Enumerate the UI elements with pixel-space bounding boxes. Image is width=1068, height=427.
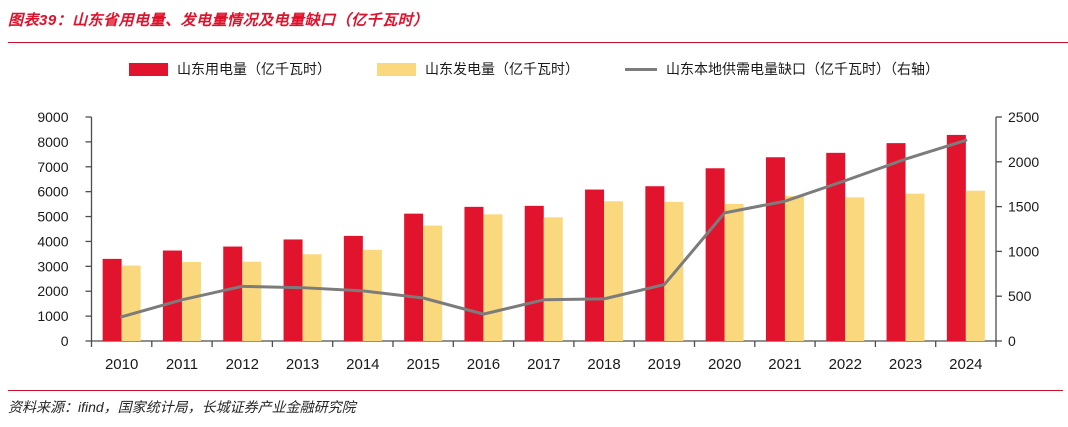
bar-consumption [585,189,605,341]
y-axis-left-label: 4000 [37,233,68,249]
bar-consumption [645,186,665,341]
bar-consumption [223,246,243,341]
bar-generation [905,193,925,341]
legend-label: 山东用电量（亿千瓦时） [177,61,331,77]
x-axis-label: 2014 [346,356,379,373]
bar-consumption [705,168,725,341]
legend-item-generation: 山东发电量（亿千瓦时） [377,59,579,79]
bar-generation [242,261,262,341]
y-axis-left-label: 3000 [37,258,68,274]
bar-consumption [283,239,303,341]
bar-generation [483,214,503,341]
x-axis-label: 2022 [829,356,862,373]
bar-consumption [524,205,544,341]
y-axis-right-label: 500 [1008,288,1032,304]
bar-generation [724,203,744,341]
y-axis-left-label: 1000 [37,308,68,324]
bar-consumption [343,235,363,341]
x-axis-label: 2016 [467,356,500,373]
bar-generation [965,190,985,341]
x-axis-label: 2021 [768,356,801,373]
bar-consumption [404,213,424,341]
title-divider [8,42,1068,43]
y-axis-left-label: 2000 [37,283,68,299]
footer-divider [8,390,1063,391]
x-axis-label: 2020 [708,356,741,373]
gap-line [120,138,968,319]
y-axis-left-label: 0 [61,333,69,349]
bar-generation [604,201,624,341]
bar-consumption [765,157,785,341]
legend-label: 山东发电量（亿千瓦时） [425,61,579,77]
bar-generation [423,225,443,341]
x-axis-label: 2023 [889,356,922,373]
y-axis-right-label: 1000 [1008,243,1039,259]
bar-generation [362,249,382,341]
y-axis-left-label: 9000 [37,109,68,125]
bar-consumption [886,143,906,341]
x-axis-label: 2019 [648,356,681,373]
x-axis-label: 2012 [226,356,259,373]
x-axis-label: 2017 [527,356,560,373]
bar-generation [302,254,322,341]
x-axis-label: 2010 [105,356,138,373]
legend-item-gap: 山东本地供需电量缺口（亿千瓦时）（右轴） [625,59,939,79]
bar-generation [845,197,865,341]
source-note: 资料来源：ifind，国家统计局，长城证券产业金融研究院 [8,399,356,415]
bar-consumption [464,206,484,341]
y-axis-left-label: 6000 [37,184,68,200]
bar-generation [181,261,201,341]
y-axis-left-label: 5000 [37,209,68,225]
bar-consumption [826,152,846,341]
y-axis-right-label: 1500 [1008,199,1039,215]
y-axis-right-label: 2500 [1008,109,1039,125]
bar-generation [784,196,804,341]
bar-consumption [162,250,182,341]
x-axis-label: 2013 [286,356,319,373]
y-axis-right-label: 0 [1008,333,1016,349]
figure-title: 图表39：山东省用电量、发电量情况及电量缺口（亿千瓦时） [8,12,429,29]
bar-consumption [946,134,966,341]
chart-canvas: 0 1000 2000 3000 4000 5000 6000 7000 8000 9000 0 50… [37,109,1039,373]
bar-consumption [102,258,122,341]
x-axis-label: 2018 [587,356,620,373]
chart-legend: 山东用电量（亿千瓦时） 山东发电量（亿千瓦时） 山东本地供需电量缺口（亿千瓦时）（右… [0,59,1068,79]
y-axis-left-label: 8000 [37,134,68,150]
x-axis-label: 2024 [949,356,982,373]
y-axis-left-label: 7000 [37,159,68,175]
legend-swatch-bar [377,62,416,76]
x-axis-label: 2015 [406,356,439,373]
y-axis-right-label: 2000 [1008,154,1039,170]
bar-generation [543,217,563,341]
legend-swatch-line [625,67,657,71]
chart-area: 0 1000 2000 3000 4000 5000 6000 7000 8000 9000 0 50… [0,93,1068,378]
legend-label: 山东本地供需电量缺口（亿千瓦时）（右轴） [666,61,939,77]
legend-swatch-bar [129,62,168,76]
x-axis-label: 2011 [166,356,198,373]
bar-generation [121,265,141,341]
legend-item-consumption: 山东用电量（亿千瓦时） [129,59,331,79]
